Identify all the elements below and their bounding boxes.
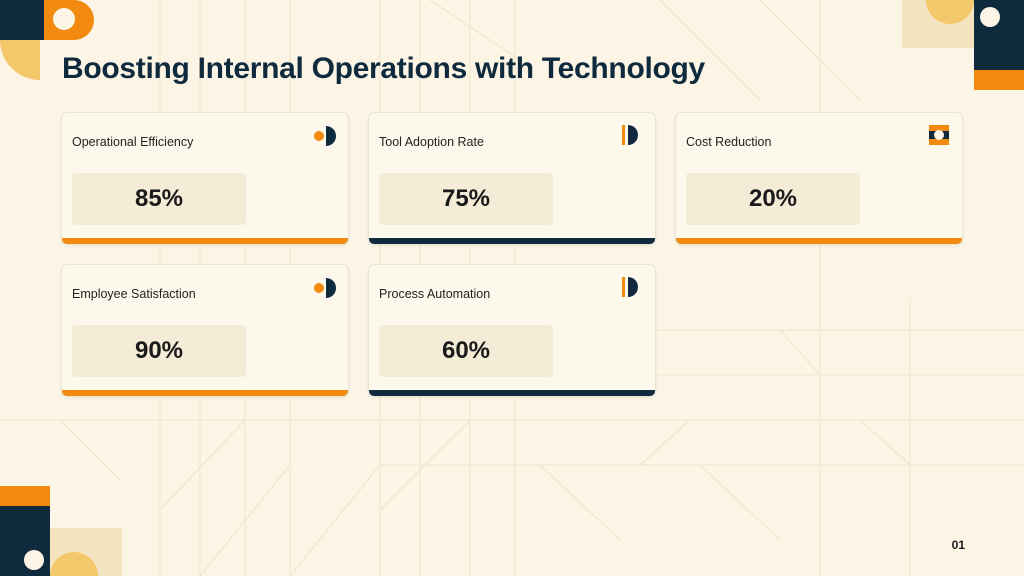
card-value: 20% [686, 173, 860, 225]
page-number: 01 [951, 538, 965, 552]
slide-title: Boosting Internal Operations with Techno… [62, 52, 705, 85]
card-accent-bar [62, 238, 348, 244]
metric-card-cost-reduction: Cost Reduction 20% [675, 112, 963, 245]
card-value: 90% [72, 325, 246, 377]
card-accent-bar [62, 390, 348, 396]
metric-card-operational-efficiency: Operational Efficiency 85% [61, 112, 349, 245]
card-accent-bar [369, 390, 655, 396]
metric-card-process-automation: Process Automation 60% [368, 264, 656, 397]
bar-half-circle-icon [622, 125, 638, 145]
card-label: Process Automation [379, 287, 491, 301]
card-label: Operational Efficiency [72, 135, 194, 149]
card-value: 85% [72, 173, 246, 225]
card-label: Cost Reduction [686, 135, 772, 149]
half-circle-icon [314, 278, 336, 298]
card-label: Employee Satisfaction [72, 287, 196, 301]
corner-decoration-bottom-left [0, 486, 122, 576]
card-accent-bar [676, 238, 962, 244]
corner-decoration-top-right [902, 0, 1024, 90]
metric-card-employee-satisfaction: Employee Satisfaction 90% [61, 264, 349, 397]
metric-card-tool-adoption-rate: Tool Adoption Rate 75% [368, 112, 656, 245]
card-value: 60% [379, 325, 553, 377]
half-circle-icon [314, 126, 336, 146]
ring-icon [929, 125, 949, 145]
card-value: 75% [379, 173, 553, 225]
corner-decoration-top-left [0, 0, 94, 80]
bar-half-circle-icon [622, 277, 638, 297]
card-accent-bar [369, 238, 655, 244]
card-label: Tool Adoption Rate [379, 135, 484, 149]
